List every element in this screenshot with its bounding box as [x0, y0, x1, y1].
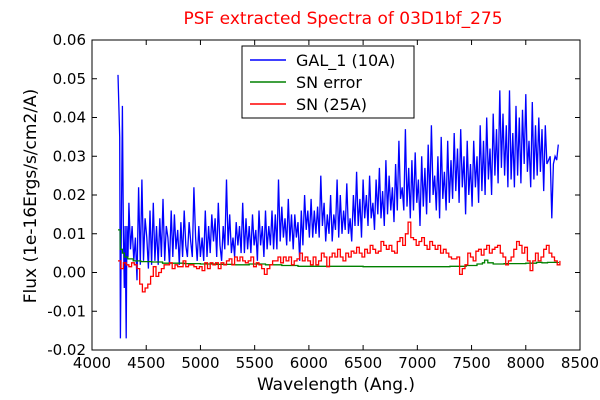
x-tick-label: 4000 — [73, 354, 111, 372]
series-line-1 — [117, 74, 559, 339]
y-tick-label: 0.00 — [53, 264, 86, 282]
y-tick-label: -0.01 — [47, 302, 86, 320]
ticks-layer — [91, 39, 581, 351]
legend-label-3: SN (25A) — [296, 95, 367, 114]
x-tick-label: 5000 — [181, 354, 219, 372]
legend-label-2: SN error — [296, 73, 362, 92]
x-tick-label: 8000 — [507, 354, 545, 372]
y-tick-label: 0.04 — [53, 109, 86, 127]
x-tick-label: 6500 — [344, 354, 382, 372]
series-line-2 — [118, 229, 559, 268]
series-line-3 — [118, 221, 561, 293]
x-tick-label: 6000 — [290, 354, 328, 372]
y-tick-label: 0.03 — [53, 147, 86, 165]
y-tick-label: 0.06 — [53, 31, 86, 49]
series-layer — [117, 74, 561, 339]
tick-labels-layer: 4000 4500 5000 5500 6000 6500 7000 7500 8000 8500… — [47, 31, 599, 372]
y-tick-label: 0.05 — [53, 70, 86, 88]
legend-label-1: GAL_1 (10A) — [296, 51, 395, 71]
y-tick-label: 0.02 — [53, 186, 86, 204]
x-tick-label: 8500 — [561, 354, 599, 372]
y-tick-label: 0.01 — [53, 225, 86, 243]
x-axis-label: Wavelength (Ang.) — [257, 375, 415, 395]
x-tick-label: 5500 — [236, 354, 274, 372]
y-tick-label: -0.02 — [47, 341, 86, 359]
chart-title: PSF extracted Spectra of 03D1bf_275 — [183, 9, 502, 29]
x-tick-label: 4500 — [127, 354, 165, 372]
legend: GAL_1 (10A) SN error SN (25A) — [241, 45, 415, 119]
x-tick-label: 7000 — [398, 354, 436, 372]
y-axis-label: Flux (1e-16Ergs/s/cm2/A) — [21, 89, 41, 304]
x-tick-label: 7500 — [452, 354, 490, 372]
